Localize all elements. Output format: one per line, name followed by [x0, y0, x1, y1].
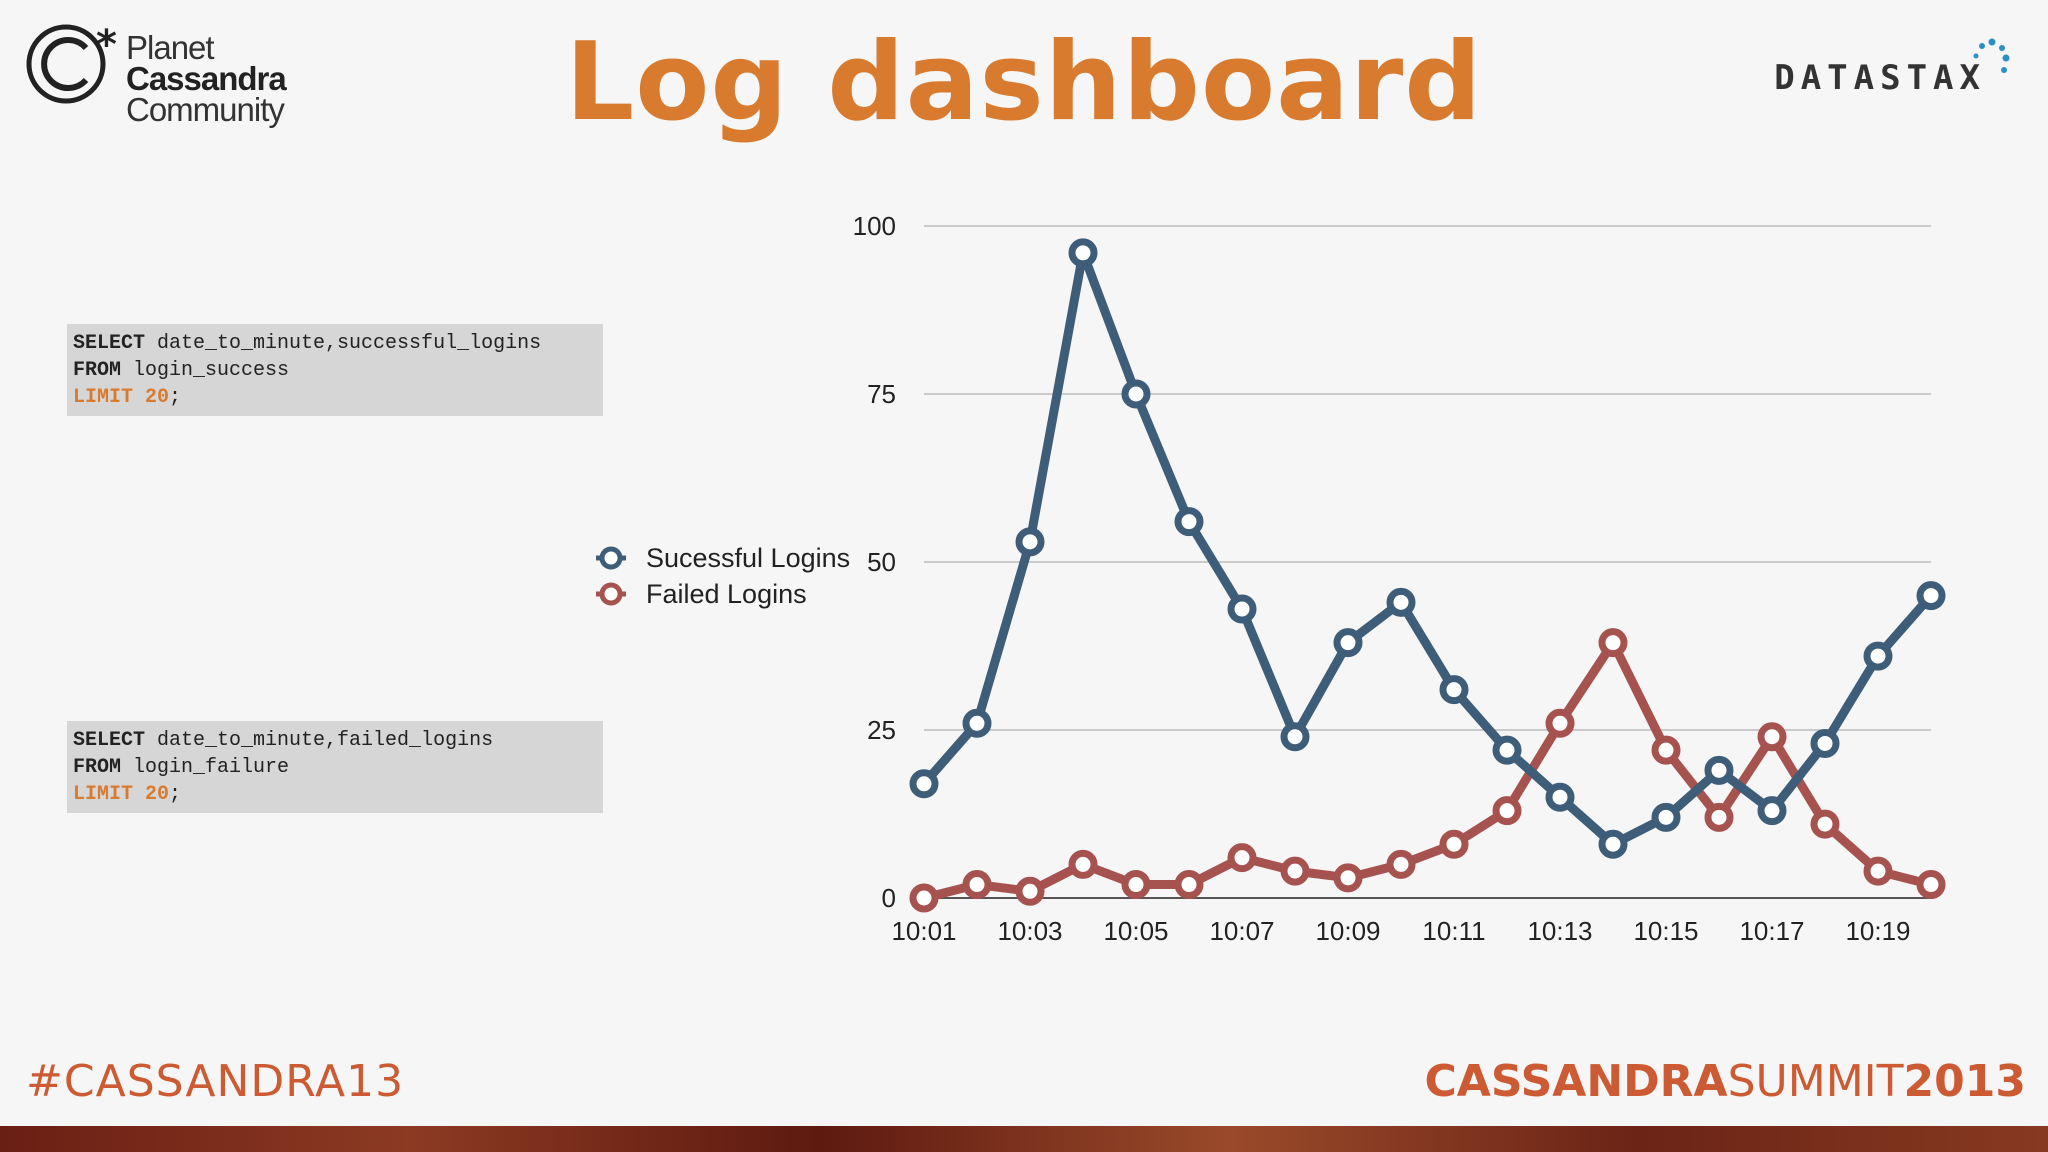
- data-point-failed: [1651, 735, 1681, 765]
- legend-item-failed: Failed Logins: [596, 576, 850, 612]
- data-point-successful: [1174, 507, 1204, 537]
- data-point-successful: [1280, 722, 1310, 752]
- query-limit: LIMIT 20: [73, 386, 170, 409]
- datastax-logo: DATASTAX: [1752, 36, 2022, 106]
- datastax-dots-icon: [1973, 38, 2010, 73]
- data-point-successful: [1386, 587, 1416, 617]
- data-point-failed: [1545, 708, 1575, 738]
- data-point-successful: [1545, 782, 1575, 812]
- data-point-failed: [1068, 849, 1098, 879]
- logo-line-community: Community: [126, 91, 285, 128]
- x-tick-label: 10:13: [1527, 916, 1592, 946]
- data-point-failed: [909, 883, 939, 913]
- y-tick-label: 50: [867, 547, 896, 577]
- x-tick-label: 10:07: [1209, 916, 1274, 946]
- query-select-keyword: SELECT: [73, 332, 146, 355]
- y-tick-label: 0: [882, 883, 896, 913]
- cassandra-c-logo-icon: *: [26, 22, 117, 104]
- data-point-successful: [1916, 581, 1946, 611]
- query-terminator: ;: [169, 386, 182, 409]
- data-point-successful: [1651, 802, 1681, 832]
- x-tick-label: 10:11: [1422, 916, 1485, 946]
- logo-line-cassandra: Cassandra: [126, 60, 287, 97]
- query-limit: LIMIT 20: [73, 783, 170, 806]
- data-point-successful: [1227, 594, 1257, 624]
- data-point-failed: [1227, 843, 1257, 873]
- data-point-successful: [1015, 527, 1045, 557]
- data-point-failed: [1916, 870, 1946, 900]
- x-tick-label: 10:09: [1315, 916, 1380, 946]
- footer-brand: CASSANDRASUMMIT2013: [1425, 1056, 2026, 1107]
- data-point-failed: [1863, 856, 1893, 886]
- x-tick-label: 10:17: [1739, 916, 1804, 946]
- footer-brand-summit: SUMMIT: [1727, 1056, 1904, 1107]
- data-point-failed: [1333, 863, 1363, 893]
- legend-item-successful: Sucessful Logins: [596, 540, 850, 576]
- x-tick-label: 10:19: [1845, 916, 1910, 946]
- data-point-successful: [1121, 379, 1151, 409]
- data-point-successful: [1598, 829, 1628, 859]
- x-tick-label: 10:15: [1633, 916, 1698, 946]
- y-tick-label: 75: [867, 379, 896, 409]
- data-point-successful: [1757, 796, 1787, 826]
- query-table-name: login_success: [121, 359, 290, 382]
- footer-brand-cassandra: CASSANDRA: [1424, 1056, 1728, 1107]
- chart-legend: Sucessful Logins Failed Logins: [596, 540, 850, 612]
- query-block-failure: SELECT date_to_minute,failed_logins FROM…: [67, 721, 603, 813]
- data-point-failed: [1174, 870, 1204, 900]
- data-point-failed: [1492, 796, 1522, 826]
- svg-text:*: *: [96, 22, 117, 68]
- query-from-keyword: FROM: [73, 756, 122, 779]
- query-select-columns: date_to_minute,failed_logins: [145, 729, 494, 752]
- x-tick-label: 10:05: [1103, 916, 1168, 946]
- data-point-failed: [1757, 722, 1787, 752]
- data-point-failed: [962, 870, 992, 900]
- query-terminator: ;: [169, 783, 182, 806]
- y-tick-label: 25: [867, 715, 896, 745]
- legend-marker-successful-icon: [596, 546, 626, 570]
- y-tick-label: 100: [853, 211, 896, 241]
- footer-hashtag: #CASSANDRA13: [26, 1056, 405, 1107]
- query-table-name: login_failure: [121, 756, 290, 779]
- data-point-successful: [1863, 641, 1893, 671]
- login-line-chart: 0 25 50 75 100 10:01 10:03 10:05 10:07 10:09 10:11…: [853, 211, 1946, 946]
- data-point-failed: [1015, 876, 1045, 906]
- data-point-successful: [1704, 755, 1734, 785]
- query-block-success: SELECT date_to_minute,successful_logins …: [67, 324, 603, 416]
- data-point-successful: [962, 708, 992, 738]
- data-point-failed: [1439, 829, 1469, 859]
- legend-marker-failed-icon: [596, 582, 626, 606]
- footer-decorative-band: [0, 1126, 2048, 1152]
- x-tick-label: 10:01: [891, 916, 956, 946]
- legend-label-successful: Sucessful Logins: [646, 542, 851, 573]
- data-point-successful: [1439, 675, 1469, 705]
- query-from-keyword: FROM: [73, 359, 122, 382]
- data-point-successful: [1068, 238, 1098, 268]
- data-point-failed: [1810, 809, 1840, 839]
- data-point-failed: [1121, 870, 1151, 900]
- logo-line-planet: Planet: [126, 29, 215, 66]
- datastax-wordmark: DATASTAX: [1774, 58, 1986, 98]
- page-title: Log dashboard: [565, 20, 1483, 145]
- data-point-failed: [1598, 628, 1628, 658]
- data-point-failed: [1704, 802, 1734, 832]
- query-select-keyword: SELECT: [73, 729, 146, 752]
- planet-cassandra-logo: * Planet Cassandra Community: [26, 22, 326, 142]
- data-point-failed: [1386, 849, 1416, 879]
- x-tick-label: 10:03: [997, 916, 1062, 946]
- data-point-failed: [1280, 856, 1310, 886]
- data-point-successful: [909, 769, 939, 799]
- footer-brand-year: 2013: [1903, 1056, 2026, 1107]
- query-select-columns: date_to_minute,successful_logins: [145, 332, 542, 355]
- data-point-successful: [1333, 628, 1363, 658]
- legend-label-failed: Failed Logins: [646, 578, 807, 609]
- data-point-successful: [1492, 735, 1522, 765]
- data-point-successful: [1810, 728, 1840, 758]
